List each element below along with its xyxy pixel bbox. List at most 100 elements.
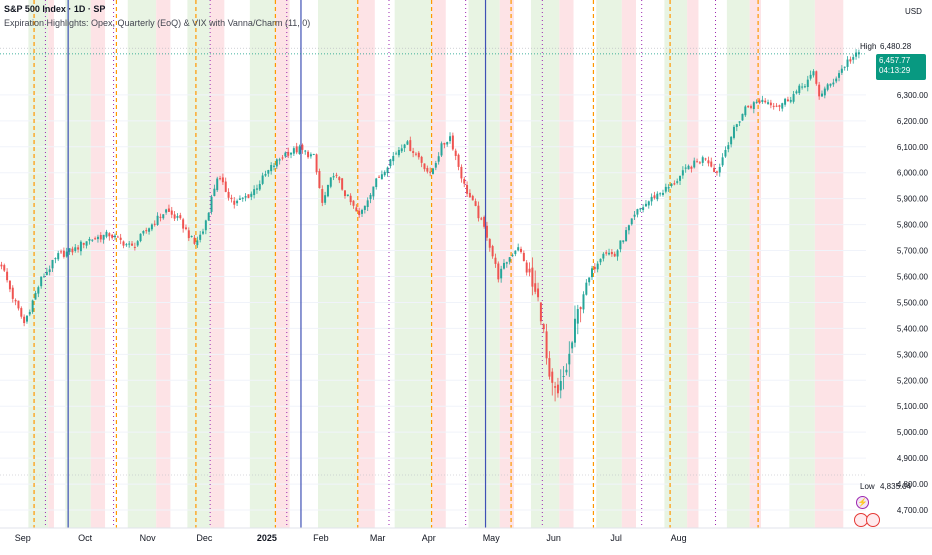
candle-body-179 [508,257,511,262]
candle-body-103 [292,148,295,154]
candle-body-52 [148,228,151,232]
red-zone-9 [621,0,637,528]
candle-body-117 [332,176,335,178]
currency-label[interactable]: USD [905,7,922,16]
candle-body-64 [182,219,185,229]
y-tick-label-7: 5,600.00 [897,273,929,282]
candle-body-233 [661,192,664,195]
candle-body-138 [392,155,395,162]
candle-body-273 [775,105,778,107]
candle-body-24 [68,248,71,252]
candle-body-174 [494,257,497,264]
candle-body-200 [568,353,571,365]
y-tick-label-15: 4,800.00 [897,480,929,489]
candle-body-181 [514,250,517,255]
candle-body-148 [420,156,423,163]
candle-body-231 [656,193,659,200]
candle-body-84 [238,198,241,200]
candle-body-232 [659,193,662,195]
x-tick-label-7: Apr [422,533,436,543]
candle-body-296 [840,68,843,73]
candle-body-126 [358,210,361,215]
candle-body-26 [74,247,77,251]
candle-body-31 [88,238,91,241]
candle-body-73 [207,212,210,221]
red-zone-0 [48,0,54,528]
candle-body-263 [747,105,750,108]
candle-body-194 [551,371,554,383]
candle-body-130 [369,194,372,200]
candle-body-167 [474,201,477,206]
symbol-title[interactable]: S&P 500 Index · 1D · SP [4,4,106,14]
candle-body-146 [414,153,417,155]
green-zone-10 [664,0,688,528]
candle-body-53 [150,224,153,230]
candle-body-249 [707,160,710,164]
candle-body-77 [219,178,222,180]
candle-body-5 [14,299,17,302]
candle-body-82 [233,200,236,205]
candle-body-282 [801,86,804,88]
candle-body-250 [710,161,713,167]
candle-body-125 [355,207,358,212]
candle-body-27 [77,247,80,250]
candle-body-135 [383,171,386,176]
candle-body-102 [290,152,293,155]
candle-body-163 [463,179,466,184]
candle-body-176 [500,268,503,279]
green-zone-12 [789,0,815,528]
candle-body-164 [466,185,469,194]
candle-body-65 [184,227,187,230]
green-zone-5 [318,0,358,528]
candle-body-92 [261,175,264,184]
candle-body-25 [71,248,74,253]
price-scale[interactable]: 6,300.00 6,200.00 6,100.00 6,000.00 5,900.00… [878,0,929,550]
candle-body-209 [593,266,596,270]
candle-body-89 [253,189,256,196]
candle-body-193 [548,358,551,377]
candle-body-284 [806,79,809,88]
candle-body-83 [236,200,239,204]
candle-body-258 [732,126,735,138]
x-tick-label-4: 2025 [257,533,277,543]
candle-body-46 [131,243,134,246]
red-zone-11 [749,0,761,528]
us-flag-event-icon-2[interactable] [866,513,880,527]
candle-body-299 [849,59,852,62]
candle-body-172 [488,239,491,248]
candle-body-56 [159,216,162,218]
candle-body-230 [653,195,656,199]
candle-body-265 [752,102,755,110]
candle-body-94 [267,170,270,174]
candle-body-300 [852,57,855,60]
candle-body-70 [199,234,202,240]
candle-body-201 [571,342,574,349]
candle-body-57 [162,214,165,219]
candle-body-133 [378,176,381,178]
candle-body-198 [562,376,565,378]
candle-body-211 [599,258,602,263]
x-tick-label-9: Jun [546,533,561,543]
candle-body-78 [221,177,224,183]
candle-body-225 [639,208,642,210]
candles-layer [0,49,866,402]
candle-body-47 [133,246,136,248]
candle-body-91 [258,184,261,190]
candle-body-14 [40,276,43,287]
candle-body-115 [326,184,329,197]
candle-body-180 [511,255,514,257]
candle-body-279 [792,93,795,102]
candle-body-143 [406,141,409,145]
candle-body-106 [301,144,304,150]
candle-body-99 [281,157,284,159]
candle-body-0 [0,264,3,267]
lightning-event-icon[interactable]: ⚡ [856,496,869,509]
candle-body-257 [730,136,733,145]
indicator-title[interactable]: Expiration Highlights: Opex, Quarterly (… [4,18,311,28]
candle-body-127 [361,209,364,214]
y-tick-label-5: 5,800.00 [897,221,929,230]
candle-body-205 [582,294,585,310]
candle-body-212 [602,253,605,259]
